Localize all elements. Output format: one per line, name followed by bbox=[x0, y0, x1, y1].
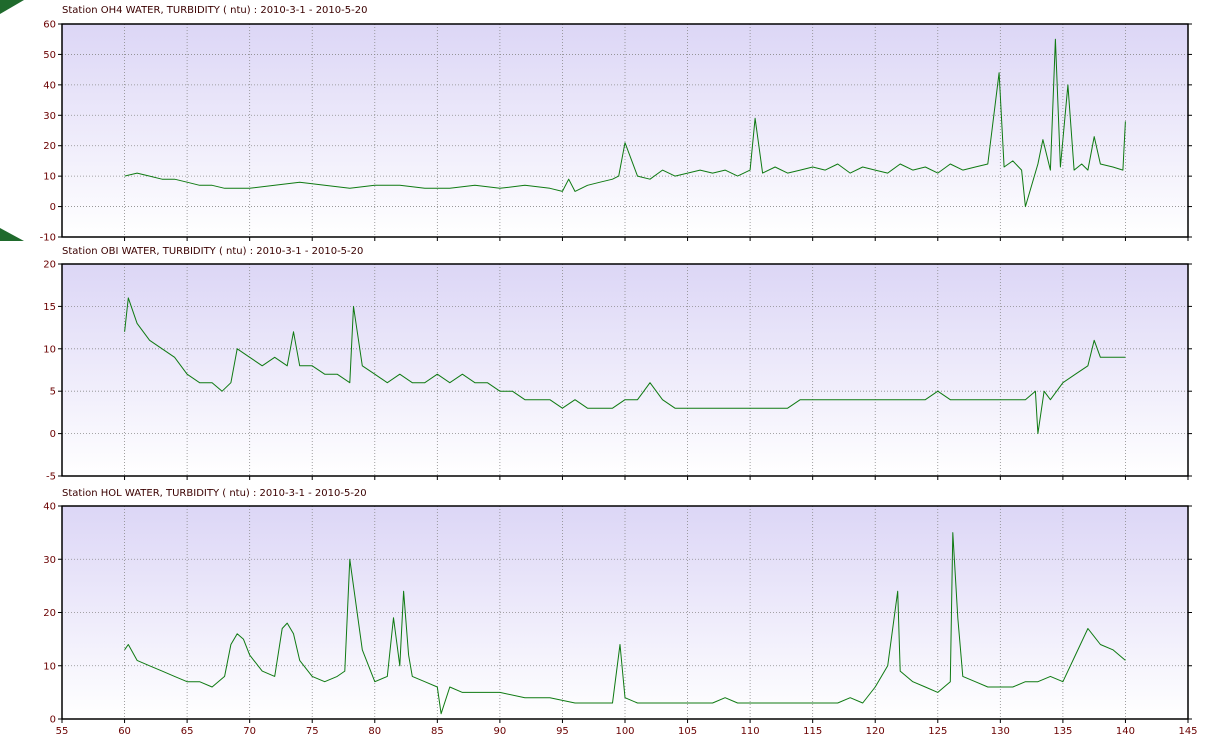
x-tick-label: 60 bbox=[118, 726, 131, 737]
y-tick-label: 0 bbox=[50, 715, 56, 726]
x-tick-label: 120 bbox=[866, 726, 885, 737]
x-tick-label: 55 bbox=[56, 726, 69, 737]
y-tick-label: -5 bbox=[46, 472, 56, 483]
x-tick-label: 110 bbox=[741, 726, 760, 737]
series-line-obi bbox=[124, 297, 1126, 435]
y-tick-label: 15 bbox=[43, 302, 56, 313]
y-tick-label: 20 bbox=[43, 260, 56, 271]
panel-oh4: -10 0 10 20 30 40 50 60 bbox=[40, 20, 1192, 244]
x-tick-label: 115 bbox=[803, 726, 822, 737]
y-tick-label: 0 bbox=[50, 202, 56, 213]
x-tick-label: 105 bbox=[678, 726, 697, 737]
x-tick-label: 100 bbox=[615, 726, 634, 737]
y-tick-label: 20 bbox=[43, 608, 56, 619]
panel-marker-bottom bbox=[0, 228, 24, 241]
x-tick-label: 85 bbox=[431, 726, 444, 737]
y-tick-label: 20 bbox=[43, 141, 56, 152]
y-tick-label: 30 bbox=[43, 111, 56, 122]
x-tick-label: 80 bbox=[368, 726, 381, 737]
y-tick-label: 10 bbox=[43, 344, 56, 355]
y-tick-label: 10 bbox=[43, 661, 56, 672]
x-tick-label: 125 bbox=[928, 726, 947, 737]
x-tick-label: 95 bbox=[556, 726, 569, 737]
x-tick-label: 75 bbox=[306, 726, 319, 737]
panel-title-obi: Station OBI WATER, TURBIDITY ( ntu) : 20… bbox=[62, 246, 364, 257]
series-line-hol bbox=[124, 532, 1126, 715]
y-tick-label: 40 bbox=[43, 502, 56, 513]
y-tick-label: 0 bbox=[50, 429, 56, 440]
y-tick-label: -10 bbox=[40, 233, 56, 244]
x-tick-label: 90 bbox=[494, 726, 507, 737]
x-tick-label: 145 bbox=[1178, 726, 1197, 737]
series-line-oh4 bbox=[124, 38, 1126, 208]
y-tick-label: 40 bbox=[43, 80, 56, 91]
x-tick-label: 140 bbox=[1116, 726, 1135, 737]
x-tick-label: 70 bbox=[243, 726, 256, 737]
y-tick-label: 10 bbox=[43, 172, 56, 183]
plot-background bbox=[62, 24, 1188, 237]
x-tick-label: 130 bbox=[991, 726, 1010, 737]
y-tick-label: 30 bbox=[43, 555, 56, 566]
panel-title-hol: Station HOL WATER, TURBIDITY ( ntu) : 20… bbox=[62, 488, 367, 499]
x-tick-label: 135 bbox=[1053, 726, 1072, 737]
panel-obi: -5 0 5 10 15 20 bbox=[43, 260, 1192, 483]
panel-marker-top bbox=[0, 0, 24, 14]
y-tick-label: 50 bbox=[43, 50, 56, 61]
x-tick-label: 65 bbox=[181, 726, 194, 737]
y-tick-label: 5 bbox=[50, 387, 56, 398]
panel-hol: 0 10 20 30 40 55 60 65 70 75 80 85 90 95 100 105 110 115 1… bbox=[43, 502, 1197, 738]
panel-title-oh4: Station OH4 WATER, TURBIDITY ( ntu) : 20… bbox=[62, 5, 368, 16]
y-tick-label: 60 bbox=[43, 20, 56, 31]
